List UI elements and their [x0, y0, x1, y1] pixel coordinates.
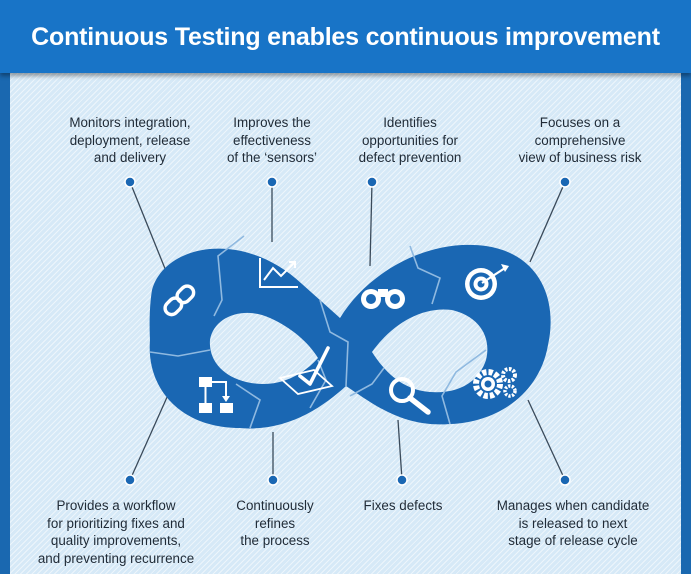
- target-icon: [465, 264, 509, 300]
- label-workflow: Provides a workflow for prioritizing fix…: [37, 498, 195, 566]
- checkmark-icon: [278, 346, 334, 395]
- page-title: Continuous Testing enables continuous im…: [31, 23, 660, 51]
- label-identifies-opportunities: Identifies opportunities for defect prev…: [358, 115, 462, 165]
- label-monitors-integration: Monitors integration, deployment, releas…: [69, 115, 191, 165]
- left-border: [0, 73, 10, 574]
- right-border: [681, 73, 691, 574]
- title-banner: Continuous Testing enables continuous im…: [0, 0, 691, 73]
- chart-line-icon: [259, 258, 298, 288]
- connector-lines: [129, 181, 566, 481]
- label-fixes-defects: Fixes defects: [363, 498, 443, 513]
- label-improves-sensors: Improves the effectiveness of the ‘senso…: [226, 115, 318, 165]
- connector-dots: [124, 176, 571, 486]
- label-business-risk: Focuses on a comprehensive view of busin…: [518, 115, 642, 165]
- link-icon: [163, 284, 196, 317]
- binoculars-icon: [361, 289, 405, 309]
- workflow-icon: [199, 377, 233, 413]
- label-refines-process: Continuously refines the process: [236, 498, 314, 548]
- magnifier-icon: [389, 377, 431, 415]
- label-release-cycle: Manages when candidate is released to ne…: [496, 498, 650, 548]
- infinity-band: [149, 244, 551, 429]
- gears-icon: [473, 367, 517, 399]
